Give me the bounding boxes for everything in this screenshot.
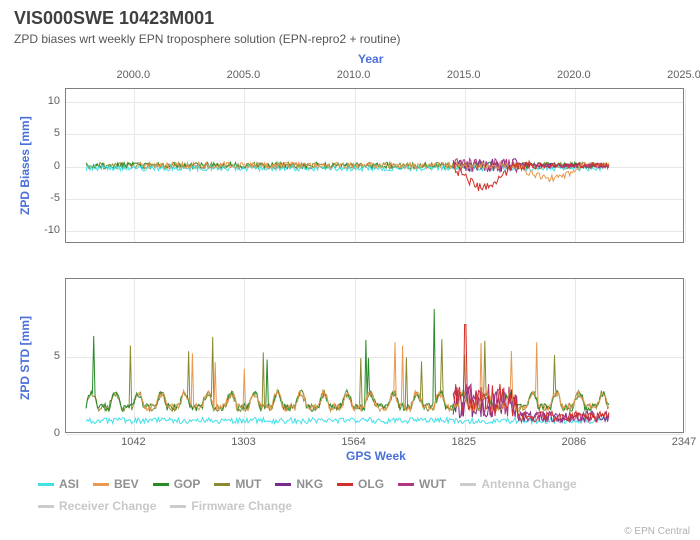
legend-item-extra: Firmware Change (170, 499, 292, 513)
legend-swatch (398, 483, 414, 486)
legend-swatch (93, 483, 109, 486)
legend-swatch (153, 483, 169, 486)
legend-item-BEV: BEV (93, 477, 139, 491)
legend-label: WUT (419, 477, 446, 491)
legend-label: OLG (358, 477, 384, 491)
legend-item-WUT: WUT (398, 477, 446, 491)
legend-swatch (460, 483, 476, 486)
legend-label: NKG (296, 477, 323, 491)
legend-item-extra: Receiver Change (38, 499, 156, 513)
bottom-axis-label: GPS Week (346, 449, 406, 463)
legend-item-GOP: GOP (153, 477, 201, 491)
legend: ASI BEV GOP MUT NKG OLG WUT Antenna Change Recei… (38, 477, 678, 513)
legend-swatch (38, 505, 54, 508)
legend-swatch (214, 483, 230, 486)
legend-item-NKG: NKG (275, 477, 323, 491)
legend-swatch (170, 505, 186, 508)
legend-item-OLG: OLG (337, 477, 384, 491)
footer-copyright: © EPN Central (624, 526, 690, 537)
legend-label: ASI (59, 477, 79, 491)
bottom-tick-label: 1042 (121, 436, 145, 448)
legend-swatch (38, 483, 54, 486)
legend-label: Receiver Change (59, 499, 156, 513)
legend-swatch (337, 483, 353, 486)
legend-item-extra: Antenna Change (460, 477, 576, 491)
bottom-tick-label: 1303 (231, 436, 255, 448)
chart-container: VIS000SWE 10423M001 ZPD biases wrt weekl… (0, 0, 700, 540)
bottom-tick-label: 2347 (672, 436, 696, 448)
legend-swatch (275, 483, 291, 486)
bottom-tick-label: 2086 (562, 436, 586, 448)
legend-item-ASI: ASI (38, 477, 79, 491)
bottom-tick-label: 1825 (451, 436, 475, 448)
legend-label: Firmware Change (191, 499, 292, 513)
series-MUT-std (86, 337, 609, 411)
legend-label: GOP (174, 477, 201, 491)
legend-item-MUT: MUT (214, 477, 261, 491)
legend-label: BEV (114, 477, 139, 491)
legend-label: MUT (235, 477, 261, 491)
bottom-tick-label: 1564 (341, 436, 365, 448)
legend-label: Antenna Change (481, 477, 576, 491)
